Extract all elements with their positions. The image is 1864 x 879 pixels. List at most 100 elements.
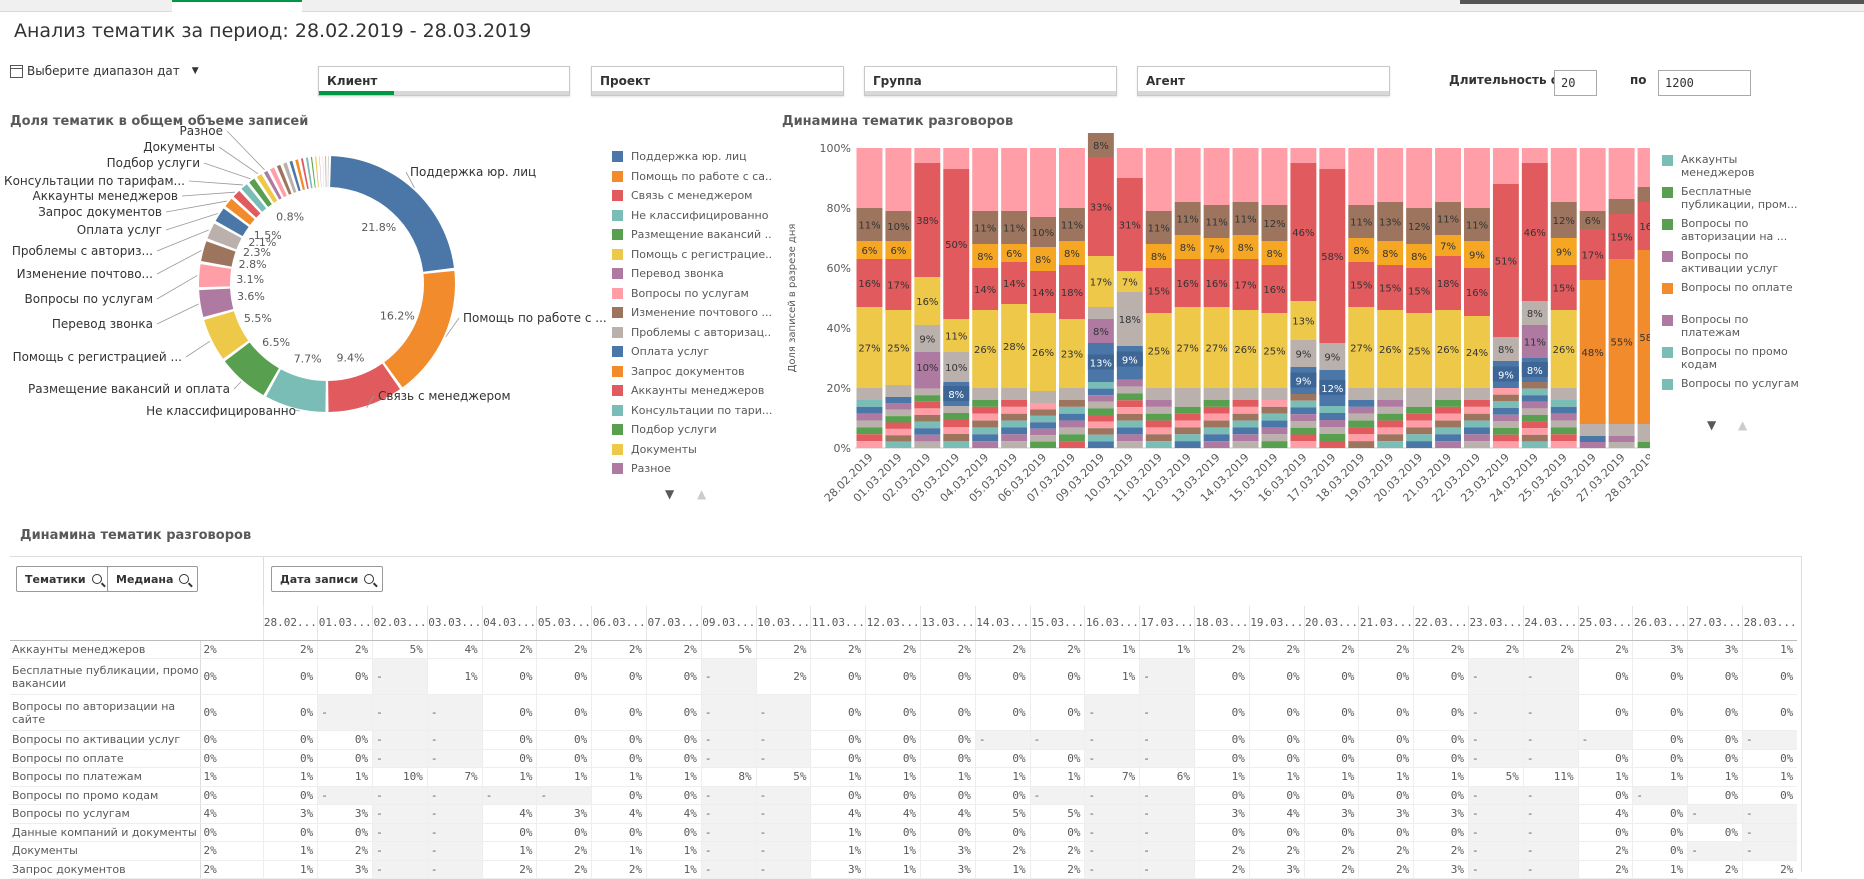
stacked-bar[interactable]: 26% 15% 8% 13%: [1377, 148, 1404, 448]
donut-slice[interactable]: [328, 363, 400, 412]
date-range-picker[interactable]: Выберите диапазон дат ▼: [10, 64, 199, 78]
legend-scroll-up-icon[interactable]: ▲: [1738, 418, 1748, 432]
donut-slice[interactable]: [249, 178, 272, 207]
donut-slice[interactable]: [233, 190, 261, 218]
date-column-header[interactable]: 09.03...: [700, 606, 757, 641]
stacked-bar[interactable]: 26% 15% 9% 12%: [1550, 148, 1577, 448]
date-column-header[interactable]: 26.03...: [1632, 606, 1688, 641]
legend-item[interactable]: Помощь по работе с са...: [612, 167, 772, 187]
topic-name[interactable]: Вопросы по оплате: [10, 749, 200, 768]
date-column-header[interactable]: 27.03...: [1687, 606, 1743, 641]
filter-client[interactable]: Клиент: [318, 66, 570, 96]
legend-item[interactable]: Оплата услуг: [612, 342, 772, 362]
stacked-bar[interactable]: 27% 15% 8% 11%: [1348, 148, 1375, 448]
legend-item[interactable]: Вопросы по платежам: [1662, 313, 1802, 345]
date-column-header[interactable]: 03.03...: [426, 606, 483, 641]
stacked-bar[interactable]: 13% 8% 17% 33% 8%: [1087, 133, 1114, 448]
date-column-header[interactable]: 20.03...: [1303, 606, 1359, 641]
filter-agent[interactable]: Агент: [1137, 66, 1390, 96]
date-column-header[interactable]: 28.03...: [1742, 606, 1798, 641]
donut-slice[interactable]: [289, 160, 301, 192]
donut-slice[interactable]: [201, 241, 236, 267]
donut-slice[interactable]: [327, 156, 329, 188]
stacked-bar[interactable]: 9% 18% 7% 31%: [1116, 148, 1143, 448]
filter-project[interactable]: Проект: [591, 66, 844, 96]
date-column-header[interactable]: 24.03...: [1522, 606, 1579, 641]
donut-slice[interactable]: [310, 156, 316, 188]
date-column-header[interactable]: 18.03...: [1194, 606, 1250, 641]
legend-item[interactable]: Помощь с регистрацие...: [612, 245, 772, 265]
topic-name[interactable]: Запрос документов: [10, 860, 200, 879]
stacked-bar[interactable]: 25% 16% 8% 12%: [1261, 148, 1288, 448]
legend-item[interactable]: Проблемы с авторизац...: [612, 323, 772, 343]
date-column-header[interactable]: 04.03...: [481, 606, 537, 641]
donut-slice[interactable]: [276, 164, 292, 195]
stacked-bar[interactable]: 27% 16% 6% 11%: [856, 148, 883, 448]
legend-item[interactable]: Вопросы по услугам: [612, 284, 772, 304]
legend-scroll-down-icon[interactable]: ▼: [1707, 418, 1717, 432]
donut-slice[interactable]: [207, 223, 242, 250]
legend-item[interactable]: Вопросы по активации услуг: [1662, 249, 1802, 281]
stacked-bar[interactable]: 10% 9% 16% 38%: [914, 148, 941, 448]
topic-name[interactable]: Вопросы по промо кодам: [10, 786, 200, 805]
date-column-header[interactable]: 01.03...: [317, 606, 373, 641]
stacked-bar-chart[interactable]: 0% 20% 40% 60% 80% 100% Доля записей в разрезе…: [770, 130, 1650, 510]
legend-item[interactable]: Вопросы по авторизации на ...: [1662, 217, 1802, 249]
stacked-bar[interactable]: 8% 11% 8% 46%: [1521, 148, 1548, 448]
stacked-bar[interactable]: 8% 10% 11% 50%: [943, 148, 970, 448]
legend-item[interactable]: Поддержка юр. лиц: [612, 147, 772, 167]
donut-slice[interactable]: [330, 156, 454, 272]
donut-slice[interactable]: [283, 162, 297, 193]
filter-group[interactable]: Группа: [864, 66, 1117, 96]
donut-slice[interactable]: [224, 342, 279, 396]
stacked-bar[interactable]: 27% 16% 7% 11%: [1203, 148, 1230, 448]
topics-dimension-button[interactable]: Тематики: [16, 566, 111, 592]
topic-name[interactable]: Данные компаний и документы: [10, 823, 200, 842]
stacked-bar[interactable]: 26% 18% 7% 11%: [1435, 148, 1461, 448]
legend-item[interactable]: Аккаунты менеджеров: [1662, 153, 1802, 185]
stacked-bar[interactable]: 26% 14% 8% 11%: [972, 148, 999, 448]
stacked-bar[interactable]: 25% 15% 8% 11%: [1145, 148, 1172, 448]
donut-slice[interactable]: [319, 156, 322, 188]
legend-item[interactable]: Связь с менеджером: [612, 186, 772, 206]
stacked-bar[interactable]: 48% 17% 6%: [1579, 148, 1606, 448]
date-column-header[interactable]: 21.03...: [1358, 606, 1414, 641]
date-column-header[interactable]: 10.03...: [755, 606, 811, 641]
legend-item[interactable]: Подбор услуги: [612, 420, 772, 440]
donut-slice[interactable]: [266, 369, 326, 412]
date-column-header[interactable]: 06.03...: [591, 606, 647, 641]
donut-slice[interactable]: [225, 198, 255, 225]
active-sheet-tab[interactable]: [172, 0, 302, 12]
legend-item[interactable]: Консультации по тари...: [612, 401, 772, 421]
stacked-bar[interactable]: 28% 14% 6% 11%: [1001, 148, 1028, 448]
date-column-header[interactable]: 16.03...: [1084, 606, 1140, 641]
date-column-header[interactable]: 25.03...: [1577, 606, 1633, 641]
topic-name[interactable]: Вопросы по услугам: [10, 804, 200, 824]
stacked-bar[interactable]: 12% 9% 58%: [1319, 148, 1346, 448]
donut-slice[interactable]: [305, 157, 313, 189]
legend-item[interactable]: Не классифицированно: [612, 206, 772, 226]
date-column-header[interactable]: 23.03...: [1468, 606, 1524, 641]
stacked-bar[interactable]: 58% 16%: [1637, 148, 1650, 448]
donut-slice[interactable]: [256, 174, 278, 203]
topic-name[interactable]: Вопросы по авторизации на сайте: [10, 694, 200, 731]
legend-item[interactable]: Разное: [612, 459, 772, 479]
topic-name[interactable]: Вопросы по платежам: [10, 767, 200, 787]
donut-slice[interactable]: [241, 184, 267, 212]
stacked-bar[interactable]: 9% 9% 13% 46%: [1290, 148, 1317, 448]
topic-name[interactable]: Аккаунты менеджеров: [10, 640, 200, 659]
stacked-bar[interactable]: 24% 16% 9% 11%: [1464, 148, 1490, 448]
date-column-header[interactable]: 22.03...: [1413, 606, 1469, 641]
donut-slice[interactable]: [199, 264, 232, 288]
date-column-header[interactable]: 02.03...: [372, 606, 428, 641]
date-column-header[interactable]: 07.03...: [646, 606, 702, 641]
stacked-bar[interactable]: 23% 18% 8% 11%: [1059, 148, 1085, 448]
donut-slice[interactable]: [295, 159, 305, 191]
donut-slice[interactable]: [300, 158, 309, 190]
date-column-header[interactable]: 12.03...: [865, 606, 921, 641]
topic-name[interactable]: Бесплатные публикации, промо вакансии: [10, 658, 200, 695]
date-column-header[interactable]: 19.03...: [1248, 606, 1305, 641]
donut-slice[interactable]: [204, 311, 249, 359]
duration-from-input[interactable]: 20: [1554, 70, 1597, 96]
stacked-bar[interactable]: 9% 8% 51%: [1492, 148, 1519, 448]
